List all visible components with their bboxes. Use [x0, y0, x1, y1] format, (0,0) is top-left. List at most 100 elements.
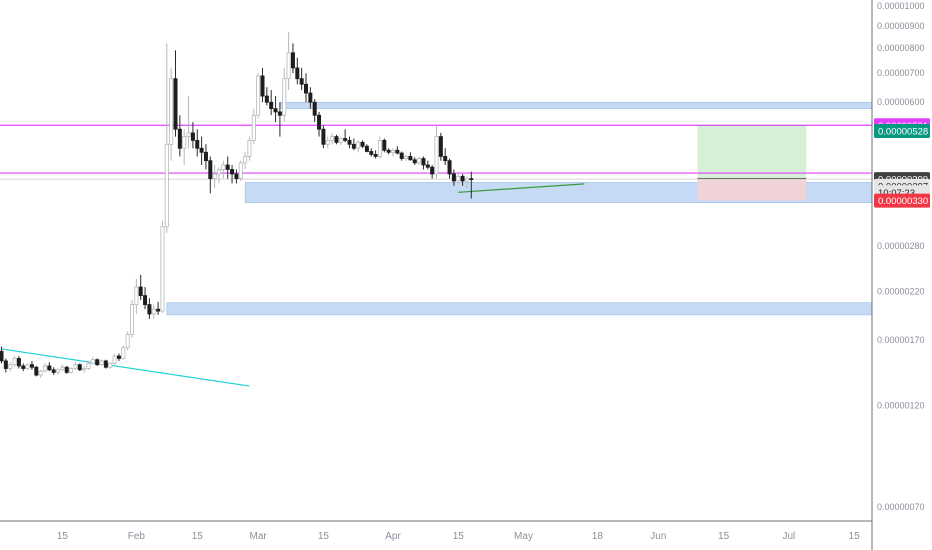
price-tag-label: 0.00000330 [878, 196, 928, 207]
candle-44 [190, 122, 195, 149]
candle-body [417, 158, 422, 164]
candle-9 [38, 369, 43, 378]
candle-body [360, 141, 365, 147]
candle-20 [86, 360, 91, 370]
candle-body [16, 358, 21, 367]
candle-body [216, 169, 221, 175]
candle-body [25, 364, 30, 369]
candle-body [438, 136, 443, 157]
candle-76 [330, 132, 335, 145]
candle-88 [382, 138, 387, 153]
candle-body [330, 136, 335, 141]
candle-38 [164, 43, 169, 233]
candle-body [125, 333, 130, 349]
candle-body [21, 365, 26, 369]
candle-body [60, 366, 65, 371]
candle-body [347, 139, 352, 145]
trendlines-layer [1, 183, 585, 387]
candle-29 [125, 331, 130, 351]
candle-body [103, 360, 108, 368]
candle-89 [386, 148, 391, 155]
candle-body [321, 128, 326, 145]
candle-1 [3, 358, 8, 373]
candle-body [0, 350, 4, 362]
y-tick-label: 0.00000070 [877, 502, 925, 512]
candle-57 [247, 136, 252, 161]
candle-19 [82, 365, 87, 373]
candle-body [86, 363, 91, 369]
candle-93 [404, 154, 409, 161]
candle-body [156, 308, 161, 312]
candle-107 [464, 176, 469, 189]
candle-body [269, 101, 274, 110]
candle-41 [177, 115, 182, 157]
candle-23 [99, 359, 104, 366]
candle-11 [47, 362, 52, 372]
price-tag-bg [874, 124, 930, 139]
candle-body [464, 178, 469, 182]
candle-94 [408, 152, 413, 161]
candle-body [264, 95, 269, 103]
candle-body [421, 158, 426, 166]
candle-body [8, 364, 13, 369]
candle-106 [460, 173, 465, 186]
candle-body [116, 355, 121, 359]
candle-72 [312, 99, 317, 123]
zone-rect-0 [279, 101, 873, 109]
candle-2 [8, 362, 13, 372]
candle-104 [451, 169, 456, 186]
candle-33 [143, 287, 148, 310]
candle-50 [216, 167, 221, 184]
candle-body [77, 364, 82, 371]
candle-27 [116, 353, 121, 361]
candle-22 [95, 358, 100, 366]
candle-body [138, 286, 143, 296]
candle-body [447, 160, 452, 175]
candle-85 [369, 148, 374, 157]
candle-body [90, 359, 95, 364]
candle-30 [129, 300, 134, 338]
candle-92 [399, 151, 404, 161]
candle-87 [377, 136, 382, 159]
candle-body [312, 101, 317, 116]
candle-body [247, 139, 252, 157]
candle-body [182, 136, 187, 149]
price-tag-target: 0.00000528 [874, 124, 930, 139]
candle-61 [264, 87, 269, 106]
candle-body [51, 369, 56, 373]
candle-body [299, 78, 304, 85]
candle-body [169, 78, 174, 145]
candle-body [134, 286, 139, 305]
candle-body [251, 114, 256, 141]
candle-100 [434, 125, 439, 179]
candle-body [225, 164, 230, 170]
candle-body [325, 139, 330, 145]
candle-63 [273, 96, 278, 123]
candle-body [47, 365, 52, 371]
price-tag-label: 0.00000528 [878, 127, 928, 138]
candle-12 [51, 367, 56, 376]
price-tags-layer: 0.000005310.000005280.000003990.00000397… [874, 118, 930, 208]
x-tick-labels: 15 Feb 15 Mar 15 Apr 15 May 18 Jun 15 Jul 15 [57, 531, 860, 542]
candle-body [469, 178, 474, 181]
price-tag-stop: 0.00000330 [874, 193, 930, 208]
candle-body [386, 149, 391, 153]
candle-body [356, 141, 361, 149]
candle-7 [29, 360, 34, 370]
position-loss-zone [697, 178, 807, 201]
candle-80 [347, 136, 352, 149]
candle-36 [156, 301, 161, 315]
candle-69 [299, 67, 304, 91]
candle-body [29, 364, 34, 368]
candle-body [160, 226, 165, 312]
candle-103 [447, 158, 452, 179]
candle-body [260, 75, 265, 97]
candle-37 [160, 220, 165, 314]
candle-body [112, 355, 117, 364]
candle-95 [412, 157, 417, 166]
candle-body [195, 139, 200, 149]
candle-70 [303, 73, 308, 103]
y-tick-label: 0.00000170 [877, 335, 925, 345]
candle-body [390, 149, 395, 153]
